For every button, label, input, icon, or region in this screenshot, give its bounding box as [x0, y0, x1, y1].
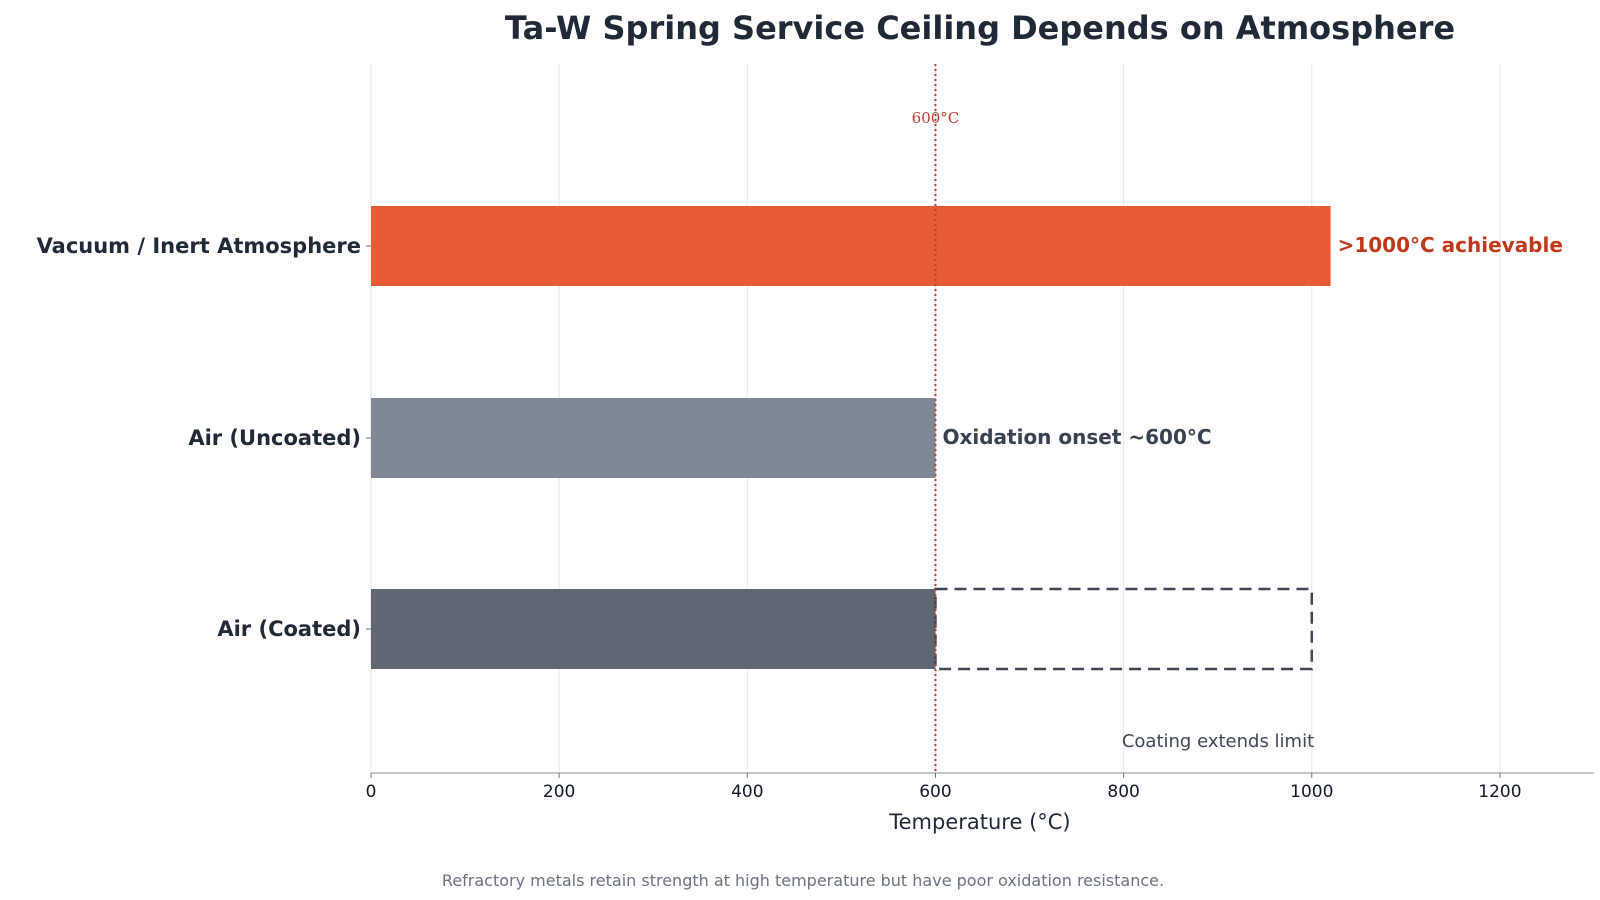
bar-labels: >1000°C achievable Oxidation onset ~600°C [942, 233, 1562, 449]
category-labels: Vacuum / Inert Atmosphere Air (Uncoated) A… [37, 234, 371, 641]
bar-label-0: >1000°C achievable [1338, 233, 1563, 257]
x-tick-label-3: 600 [919, 782, 951, 802]
reference-line-label: 600°C [912, 109, 960, 127]
bars [371, 206, 1331, 669]
annotation-coating: Coating extends limit [1122, 731, 1314, 752]
category-label-2: Air (Coated) [217, 617, 361, 641]
category-label-1: Air (Uncoated) [188, 426, 361, 450]
category-label-0: Vacuum / Inert Atmosphere [37, 234, 361, 258]
x-tick-label-2: 400 [731, 782, 763, 802]
x-tick-label-6: 1200 [1478, 782, 1521, 802]
reference-line-group: 600°C [912, 64, 960, 773]
x-tick-label-0: 0 [366, 782, 377, 802]
x-tick-label-1: 200 [543, 782, 575, 802]
bar-1 [371, 398, 936, 478]
bar-label-1: Oxidation onset ~600°C [942, 425, 1211, 449]
chart-title: Ta-W Spring Service Ceiling Depends on A… [505, 9, 1455, 47]
x-tick-label-4: 800 [1107, 782, 1139, 802]
bar-2 [371, 589, 936, 669]
caption: Refractory metals retain strength at hig… [442, 871, 1164, 890]
x-tick-label-5: 1000 [1290, 782, 1333, 802]
x-axis-label: Temperature (°C) [888, 810, 1070, 834]
x-axis: 0 200 400 600 800 1000 1200 [366, 772, 1594, 802]
bar-0 [371, 206, 1331, 286]
